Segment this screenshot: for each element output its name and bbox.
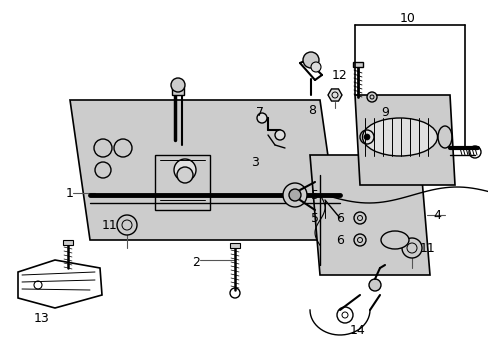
Polygon shape bbox=[309, 155, 429, 275]
Text: 8: 8 bbox=[307, 104, 315, 117]
Text: 6: 6 bbox=[335, 234, 343, 247]
Circle shape bbox=[171, 78, 184, 92]
Text: 11: 11 bbox=[419, 242, 435, 255]
Circle shape bbox=[368, 279, 380, 291]
Ellipse shape bbox=[174, 159, 196, 181]
Ellipse shape bbox=[380, 231, 408, 249]
Bar bbox=[155, 155, 209, 210]
Circle shape bbox=[310, 62, 320, 72]
Bar bbox=[172, 87, 183, 95]
Bar bbox=[352, 62, 362, 67]
Ellipse shape bbox=[362, 118, 437, 156]
Circle shape bbox=[257, 113, 266, 123]
Ellipse shape bbox=[177, 167, 193, 183]
Text: 13: 13 bbox=[34, 311, 50, 324]
Text: 10: 10 bbox=[399, 12, 415, 24]
Text: 4: 4 bbox=[432, 208, 440, 221]
Polygon shape bbox=[327, 89, 341, 101]
Circle shape bbox=[363, 134, 369, 140]
Bar bbox=[63, 240, 73, 245]
Text: 11: 11 bbox=[102, 219, 118, 231]
Circle shape bbox=[274, 130, 285, 140]
Text: 2: 2 bbox=[192, 256, 200, 269]
Text: 3: 3 bbox=[250, 156, 259, 168]
Text: 5: 5 bbox=[310, 189, 318, 202]
Text: 14: 14 bbox=[349, 324, 365, 337]
Polygon shape bbox=[354, 95, 454, 185]
Text: 9: 9 bbox=[380, 105, 388, 118]
Circle shape bbox=[303, 52, 318, 68]
Text: 6: 6 bbox=[335, 212, 343, 225]
Text: 5: 5 bbox=[310, 212, 318, 225]
Circle shape bbox=[366, 92, 376, 102]
Text: 1: 1 bbox=[66, 186, 74, 199]
Bar bbox=[229, 243, 240, 248]
Text: 12: 12 bbox=[331, 68, 347, 81]
Text: 7: 7 bbox=[256, 105, 264, 118]
Polygon shape bbox=[70, 100, 339, 240]
Circle shape bbox=[288, 189, 301, 201]
Circle shape bbox=[283, 183, 306, 207]
